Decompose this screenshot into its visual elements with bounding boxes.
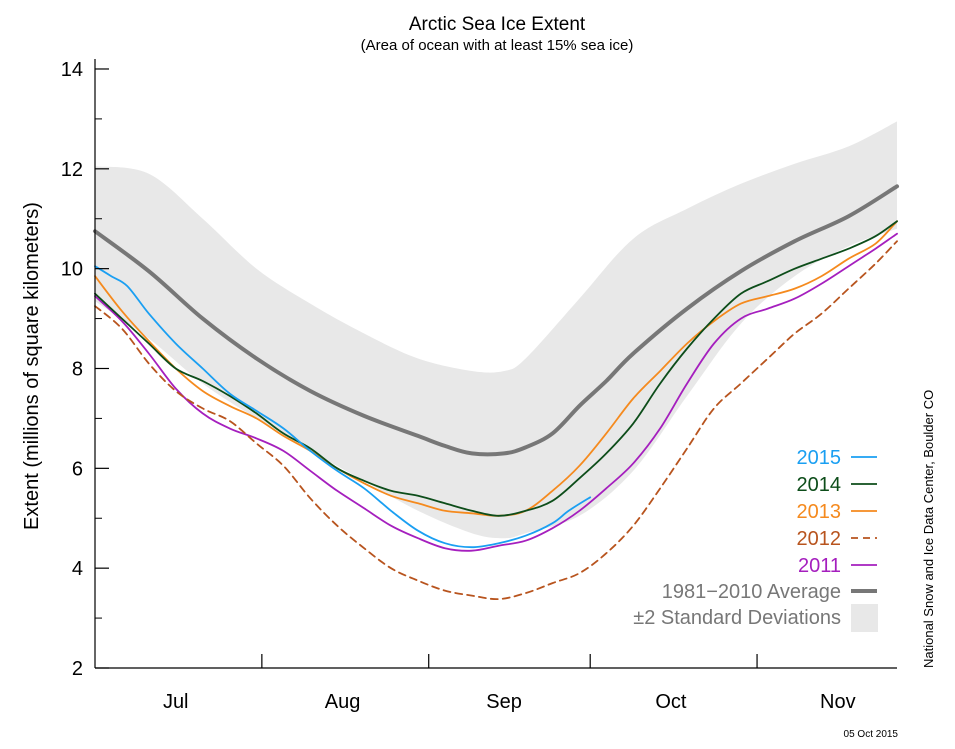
legend-swatch-std-dev xyxy=(851,604,878,632)
x-tick-label-sep: Sep xyxy=(486,691,522,713)
series-layer xyxy=(93,184,899,601)
chart-subtitle: (Area of ocean with at least 15% sea ice… xyxy=(361,37,634,54)
legend-label-2013: 2013 xyxy=(797,501,842,523)
series-line-2012 xyxy=(94,240,898,601)
chart-title: Arctic Sea Ice Extent xyxy=(409,14,586,35)
legend-label-1981-2010-average: 1981−2010 Average xyxy=(662,581,841,603)
series-line-1981-2010-average xyxy=(93,184,899,457)
legend-label-2012: 2012 xyxy=(797,528,842,550)
std-dev-band-layer xyxy=(95,121,897,539)
y-axis-label: Extent (millions of square kilometers) xyxy=(21,202,43,530)
y-tick-label: 8 xyxy=(72,358,83,380)
y-tick-label: 6 xyxy=(72,458,83,480)
x-tick-label-nov: Nov xyxy=(820,691,856,713)
series-line-2015 xyxy=(94,265,592,549)
credit-text: National Snow and Ice Data Center, Bould… xyxy=(921,390,936,668)
series-line-2011 xyxy=(94,232,898,552)
legend-label-std-dev: ±2 Standard Deviations xyxy=(633,607,841,629)
y-tick-label: 2 xyxy=(72,658,83,680)
std-dev-band xyxy=(95,121,897,539)
legend-label-2015: 2015 xyxy=(797,447,842,469)
date-stamp: 05 Oct 2015 xyxy=(844,729,899,740)
plot-area: 2 4 6 8 10 12 14 Jul Aug Sep Oct Nov xyxy=(61,59,899,713)
x-tick-label-oct: Oct xyxy=(655,691,687,713)
x-tick-label-jul: Jul xyxy=(163,691,189,713)
y-tick-label: 14 xyxy=(61,59,83,81)
axes-layer: 2 4 6 8 10 12 14 Jul Aug Sep Oct Nov xyxy=(61,59,897,713)
y-tick-label: 10 xyxy=(61,259,83,281)
x-tick-label-aug: Aug xyxy=(325,691,361,713)
y-tick-label: 12 xyxy=(61,159,83,181)
series-line-2014 xyxy=(94,220,898,517)
y-tick-label: 4 xyxy=(72,558,83,580)
legend-label-2011: 2011 xyxy=(798,555,841,577)
legend-label-2014: 2014 xyxy=(797,474,842,496)
legend: 2015 2014 2013 2012 2011 1981−2010 Average ±2 … xyxy=(633,447,878,632)
